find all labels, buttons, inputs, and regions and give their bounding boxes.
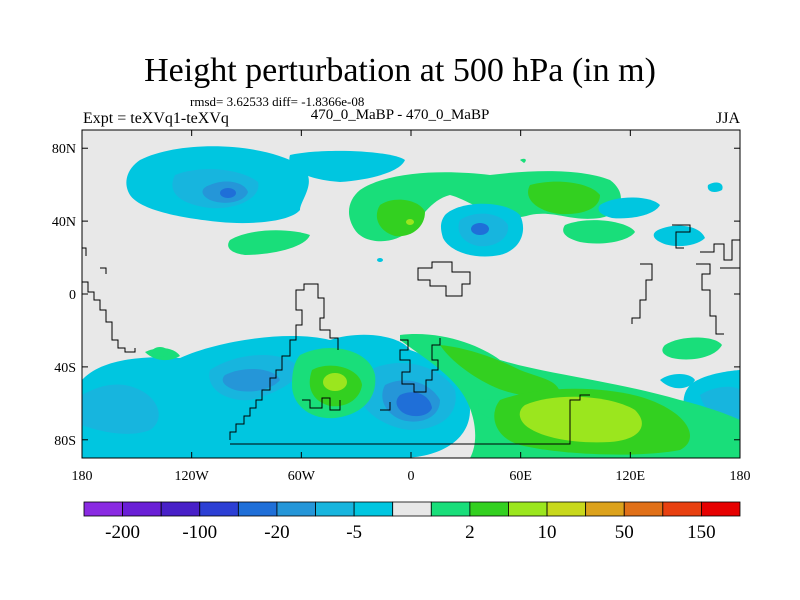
colorbar-swatch xyxy=(122,501,162,517)
season-label: JJA xyxy=(716,110,741,127)
colorbar-label: 10 xyxy=(538,522,557,543)
colorbar-label: -20 xyxy=(264,522,289,543)
colorbar-swatch xyxy=(276,501,316,517)
colorbar-swatch xyxy=(430,501,471,517)
x-tick-label: 120W xyxy=(175,469,210,484)
chart-title: Height perturbation at 500 hPa (in m) xyxy=(144,52,656,89)
colorbar-label: -200 xyxy=(105,522,140,543)
colorbar-swatch xyxy=(392,501,432,517)
colorbar-swatch xyxy=(160,501,201,517)
colorbar-label: 2 xyxy=(465,522,475,543)
colorbar-label: 150 xyxy=(687,522,716,543)
colorbar-swatch xyxy=(237,501,278,517)
stats-label: rmsd= 3.62533 diff= -1.8366e-08 xyxy=(190,94,365,109)
colorbar-swatch xyxy=(623,501,664,517)
anomaly-north-atlantic xyxy=(126,146,405,224)
y-tick-label: 80N xyxy=(52,142,76,157)
y-tick-label: 80S xyxy=(54,434,76,449)
colorbar-swatch xyxy=(662,501,702,517)
colorbar-swatch xyxy=(701,501,741,517)
x-tick-label: 60E xyxy=(509,469,532,484)
coastlines xyxy=(82,224,740,445)
colorbar-swatch xyxy=(585,501,625,517)
x-tick-label: 180 xyxy=(72,469,93,484)
colorbar-swatch xyxy=(469,501,509,517)
y-axis: 80N 40N 0 40S 80S xyxy=(52,142,740,449)
colorbar-swatch xyxy=(353,501,394,517)
colorbar-swatch xyxy=(199,501,239,517)
x-axis: 180 120W 60W 0 60E 120E 180 xyxy=(72,130,751,484)
y-tick-label: 0 xyxy=(69,288,76,303)
x-tick-label: 180 xyxy=(730,469,751,484)
colorbar-swatch xyxy=(315,501,355,517)
y-tick-label: 40S xyxy=(54,361,76,376)
colorbar-label: -5 xyxy=(346,522,362,543)
plot-area xyxy=(82,130,740,458)
colorbar-swatch xyxy=(508,501,548,517)
x-tick-label: 60W xyxy=(288,469,316,484)
colorbar-swatch xyxy=(546,501,587,517)
anomaly-south-atlantic-positive xyxy=(292,334,740,458)
y-tick-label: 40N xyxy=(52,215,76,230)
colorbar: -200 -100 -20 -5 2 10 50 150 xyxy=(83,501,741,543)
colorbar-label: -100 xyxy=(182,522,217,543)
x-tick-label: 0 xyxy=(408,469,415,484)
experiment-label: Expt = teXVq1-teXVq xyxy=(83,110,229,127)
colorbar-label: 50 xyxy=(615,522,634,543)
colorbar-swatch xyxy=(83,501,123,517)
x-tick-label: 120E xyxy=(616,469,646,484)
anomaly-caspian xyxy=(377,182,723,262)
period-label: 470_0_MaBP - 470_0_MaBP xyxy=(310,107,490,123)
